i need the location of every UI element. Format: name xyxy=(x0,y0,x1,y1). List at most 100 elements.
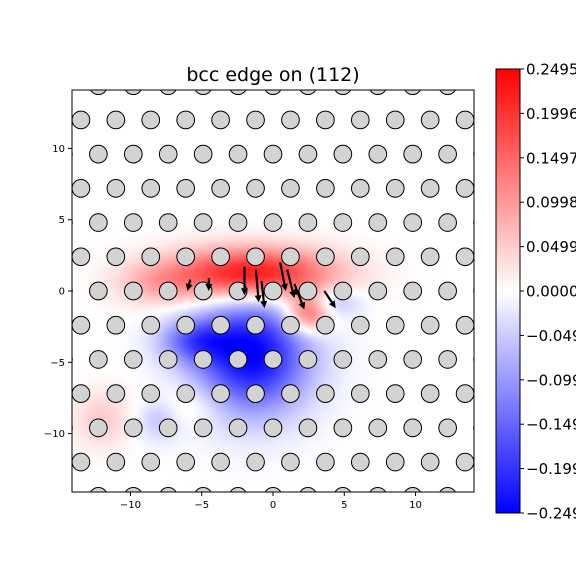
displacement-arrow xyxy=(240,266,248,296)
x-tick-label: −5 xyxy=(194,500,209,511)
atom-marker xyxy=(89,281,108,301)
atom-marker xyxy=(350,247,370,267)
atom-marker xyxy=(281,452,300,472)
colorbar-ticks: 0.2495 0.1996 0.1497 0.0998 0.0499 0.0000 −0.0… xyxy=(520,61,576,523)
atom-marker xyxy=(141,179,161,198)
chart-title: bcc edge on (112) xyxy=(186,64,360,86)
displacement-arrow xyxy=(254,269,262,303)
atom-marker xyxy=(350,452,370,472)
arrow-shaft xyxy=(260,280,265,302)
atom-marker xyxy=(455,452,474,472)
atom-marker xyxy=(125,486,142,492)
atom-marker xyxy=(316,315,335,335)
arrow-head xyxy=(254,295,262,303)
atom-marker xyxy=(141,247,161,267)
atom-marker xyxy=(420,247,440,267)
atom-marker xyxy=(106,384,126,403)
atom-marker xyxy=(176,179,196,198)
atom-marker xyxy=(385,179,405,198)
atom-marker xyxy=(438,213,457,232)
atom-marker xyxy=(455,384,474,403)
atom-marker xyxy=(211,315,230,335)
atom-marker xyxy=(369,90,387,96)
arrow-shaft xyxy=(323,290,333,303)
arrow-shaft xyxy=(296,289,300,293)
colorbar-tick-label: −0.0998 xyxy=(526,371,576,389)
atom-marker xyxy=(403,144,423,164)
atom-marker xyxy=(123,418,143,438)
atom-marker xyxy=(263,281,283,301)
atom-marker xyxy=(229,90,247,96)
atom-marker xyxy=(369,486,387,492)
arrows-layer xyxy=(185,262,336,310)
arrow-shaft xyxy=(188,279,192,285)
atom-marker xyxy=(159,486,177,492)
atom-marker xyxy=(403,418,423,438)
colorbar: 0.2495 0.1996 0.1497 0.0998 0.0499 0.0000 −0.0… xyxy=(495,61,576,523)
atom-marker xyxy=(455,110,474,130)
y-tick-label: 5 xyxy=(59,215,65,226)
colorbar-tick-label: −0.1497 xyxy=(526,416,576,434)
atom-marker xyxy=(141,452,161,472)
atom-marker xyxy=(246,452,265,472)
atom-marker xyxy=(123,144,143,164)
y-axis: −10 −5 0 5 10 xyxy=(44,144,72,440)
atom-marker xyxy=(246,179,265,198)
atom-marker xyxy=(72,179,91,198)
atom-marker xyxy=(228,281,248,301)
atom-marker xyxy=(333,144,353,164)
atom-marker xyxy=(281,247,300,267)
atom-marker xyxy=(403,281,423,301)
plot-area xyxy=(55,77,475,493)
colorbar-tick-label: 0.0499 xyxy=(526,238,576,256)
atom-marker xyxy=(193,350,213,369)
atom-marker xyxy=(123,350,143,369)
x-tick-label: −10 xyxy=(120,500,141,511)
colorbar-tick-label: 0.1497 xyxy=(526,149,576,167)
atom-marker xyxy=(228,418,248,438)
atom-marker xyxy=(403,350,423,369)
atom-marker xyxy=(316,179,335,198)
atom-marker xyxy=(473,150,474,158)
atom-marker xyxy=(473,218,474,227)
atom-marker xyxy=(334,90,352,96)
atom-marker xyxy=(473,355,474,364)
atom-marker xyxy=(404,90,421,96)
arrow-head xyxy=(185,283,193,291)
atom-marker xyxy=(72,247,91,267)
atom-marker xyxy=(193,418,213,438)
atom-marker xyxy=(211,179,230,198)
atom-marker xyxy=(194,90,212,96)
y-tick-label: 10 xyxy=(52,144,65,155)
atom-marker xyxy=(106,179,126,198)
atom-marker xyxy=(316,110,335,130)
atom-marker xyxy=(158,418,178,438)
x-axis: −10 −5 0 5 10 xyxy=(120,492,422,511)
atom-marker xyxy=(420,179,440,198)
arrow-head xyxy=(281,283,288,291)
atom-marker xyxy=(89,418,108,438)
atom-marker xyxy=(455,247,474,267)
atom-marker xyxy=(246,110,265,130)
atom-marker xyxy=(438,144,457,164)
atom-marker xyxy=(368,281,388,301)
displacement-arrow xyxy=(279,262,288,291)
atom-marker xyxy=(176,384,196,403)
displacement-arrow xyxy=(323,290,336,309)
atom-marker xyxy=(106,452,126,472)
atom-marker xyxy=(333,213,353,232)
atom-marker xyxy=(125,90,142,96)
atom-marker xyxy=(385,247,405,267)
displacement-arrow xyxy=(293,283,306,310)
atom-marker xyxy=(281,179,300,198)
atom-marker xyxy=(228,144,248,164)
atom-marker xyxy=(123,213,143,232)
atom-marker xyxy=(334,486,352,492)
atom-marker xyxy=(281,384,300,403)
arrow-head xyxy=(240,288,248,296)
atom-marker xyxy=(316,452,335,472)
atom-marker xyxy=(211,384,230,403)
atom-marker xyxy=(106,110,126,130)
atom-marker xyxy=(385,315,405,335)
atom-marker xyxy=(55,77,73,95)
